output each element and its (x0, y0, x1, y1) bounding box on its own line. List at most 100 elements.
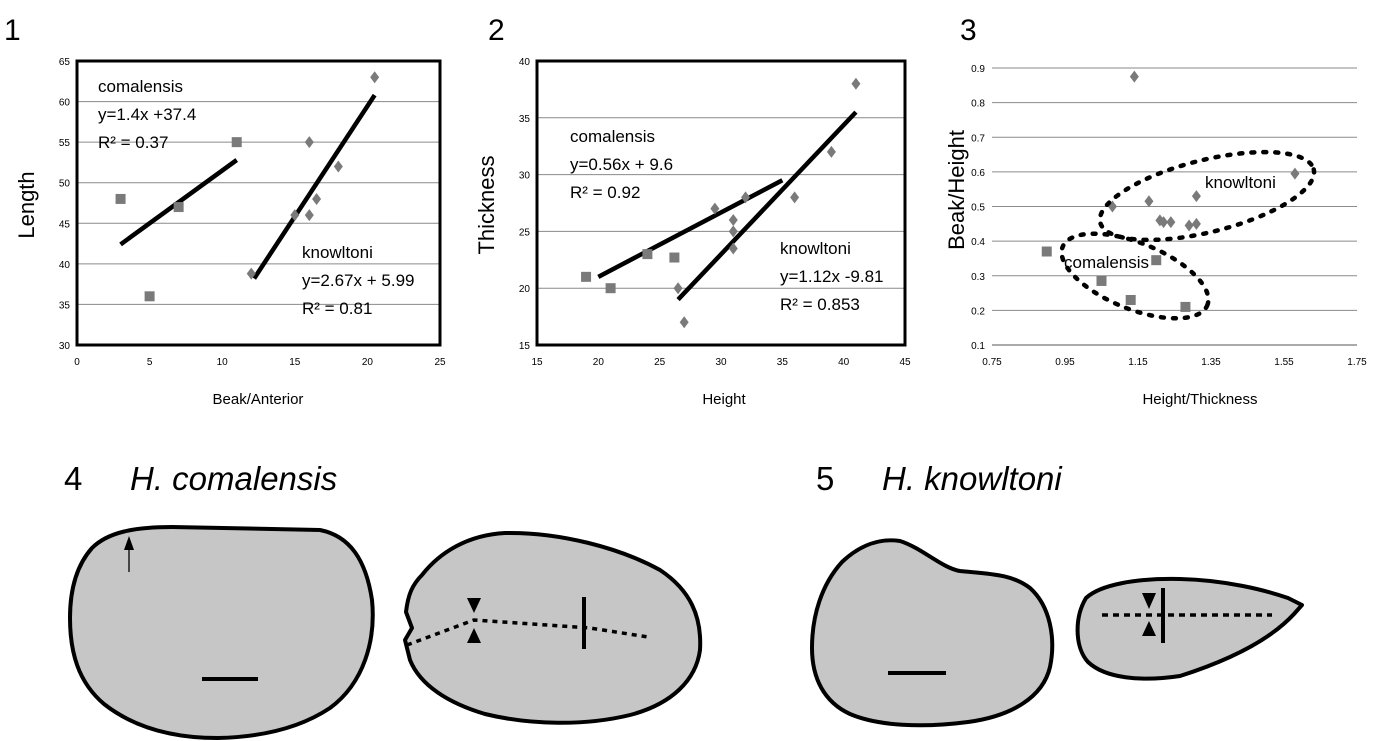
y-tick-label: 20 (519, 284, 531, 295)
chart-1: 30 35 40 45 50 55 60 65 0 5 10 15 20 25 (59, 57, 446, 368)
y-tick-label: 40 (59, 260, 71, 271)
y-tick-label: 55 (59, 138, 71, 149)
chart-3: 0.1 0.2 0.3 0.4 0.5 0.6 0.7 0.8 0.9 0.75 0.95 1.15 1… (971, 64, 1367, 368)
species-title-knowltoni: H. knowltoni (882, 460, 1063, 497)
x-tick-label: 10 (217, 357, 229, 368)
annotation-line: R² = 0.81 (302, 299, 372, 318)
x-tick-label: 40 (838, 357, 850, 368)
y-tick-label: 65 (59, 57, 71, 68)
data-point-square (669, 252, 680, 263)
x-tick-label: 0.95 (1055, 357, 1075, 368)
y-tick-label: 0.2 (971, 306, 985, 317)
data-point-diamond (1191, 217, 1201, 230)
trendline (597, 178, 784, 279)
shell-comalensis-dorsal (403, 530, 703, 725)
annotation-line: comalensis (98, 77, 183, 96)
plot-frame (535, 59, 907, 347)
y-tick-label: 45 (59, 219, 71, 230)
arrow-up-icon (1142, 621, 1156, 636)
annotation-comalensis-3: comalensis (1064, 253, 1149, 272)
data-point-square (1041, 246, 1052, 257)
data-point-square (1151, 255, 1162, 266)
y-tick-label: 0.4 (971, 237, 985, 248)
data-point-diamond (1159, 216, 1169, 229)
data-point-diamond (1144, 195, 1154, 208)
data-point-diamond (790, 191, 800, 204)
y-tick-label: 0.9 (971, 64, 985, 75)
data-point-square (144, 291, 155, 302)
y-tick-label: 50 (59, 179, 71, 190)
annotation-line: R² = 0.853 (780, 295, 860, 314)
x-tick-label: 0.75 (982, 357, 1002, 368)
y-axis-label-3: Beak/Height (944, 130, 969, 250)
x-tick-label: 20 (593, 357, 605, 368)
annotation-comalensis-1: comalensis y=1.4x +37.4 R² = 0.37 (98, 77, 196, 152)
x-tick-label: 1.35 (1201, 357, 1221, 368)
annotation-line: y=0.56x + 9.6 (570, 155, 673, 174)
panel-number-4: 4 (64, 460, 82, 497)
plot-frame (75, 59, 442, 347)
arrow-down-icon (1142, 593, 1156, 609)
data-point-diamond (1129, 70, 1139, 83)
annotation-knowltoni-2: knowltoni y=1.12x -9.81 R² = 0.853 (780, 239, 884, 314)
annotation-line: y=2.67x + 5.99 (302, 271, 414, 290)
data-point-diamond (370, 71, 380, 84)
data-point-diamond (1184, 219, 1194, 232)
x-tick-label: 20 (362, 357, 374, 368)
data-point-diamond (741, 191, 751, 204)
x-tick-label: 1.55 (1274, 357, 1294, 368)
shell-knowltoni-dorsal (1075, 576, 1304, 681)
y-tick-label: 35 (519, 114, 531, 125)
panel-number-2: 2 (488, 14, 505, 47)
data-point-diamond (304, 209, 314, 222)
panel-number-3: 3 (960, 14, 977, 47)
data-point-diamond (1191, 190, 1201, 203)
data-point-diamond (710, 202, 720, 215)
y-tick-label: 40 (519, 57, 531, 68)
x-axis-label-2: Height (702, 391, 746, 408)
annotation-comalensis-2: comalensis y=0.56x + 9.6 R² = 0.92 (570, 127, 673, 202)
y-tick-label: 25 (519, 227, 531, 238)
annotation-line: comalensis (570, 127, 655, 146)
x-tick-label: 0 (74, 357, 80, 368)
data-point-diamond (1166, 216, 1176, 229)
data-point-square (1180, 301, 1191, 312)
y-tick-label: 30 (59, 341, 71, 352)
data-point-square (115, 193, 126, 204)
trendline (252, 93, 377, 280)
x-tick-label: 45 (899, 357, 911, 368)
arrow-up-icon (124, 536, 134, 550)
data-point-diamond (728, 225, 738, 238)
trendline (676, 110, 858, 302)
chart-2: 15 20 25 30 35 40 15 20 25 30 35 40 45 (519, 57, 911, 368)
shell-knowltoni-lateral (810, 538, 1055, 728)
data-point-square (1125, 294, 1136, 305)
data-point-diamond (1290, 167, 1300, 180)
x-tick-label: 35 (777, 357, 789, 368)
data-point-square (173, 202, 184, 213)
species-title-comalensis: H. comalensis (130, 460, 337, 497)
y-tick-label: 0.3 (971, 272, 985, 283)
y-tick-label: 0.1 (971, 341, 985, 352)
panel-number-5: 5 (816, 460, 834, 497)
annotation-line: R² = 0.92 (570, 183, 640, 202)
data-point-square (581, 271, 592, 282)
data-point-square (605, 283, 616, 294)
y-axis-label-1: Length (14, 171, 39, 238)
x-tick-label: 25 (654, 357, 666, 368)
annotation-line: knowltoni (780, 239, 851, 258)
x-tick-label: 30 (715, 357, 727, 368)
y-tick-label: 0.5 (971, 203, 985, 214)
x-axis-label-1: Beak/Anterior (213, 391, 304, 408)
shell-comalensis-lateral (68, 525, 375, 740)
annotation-line: y=1.12x -9.81 (780, 267, 884, 286)
data-point-diamond (679, 316, 689, 329)
x-tick-label: 25 (434, 357, 446, 368)
data-point-square (231, 137, 242, 148)
x-tick-label: 5 (147, 357, 153, 368)
data-point-diamond (728, 214, 738, 227)
y-tick-label: 35 (59, 300, 71, 311)
data-point-square (1096, 275, 1107, 286)
data-point-diamond (304, 136, 314, 149)
